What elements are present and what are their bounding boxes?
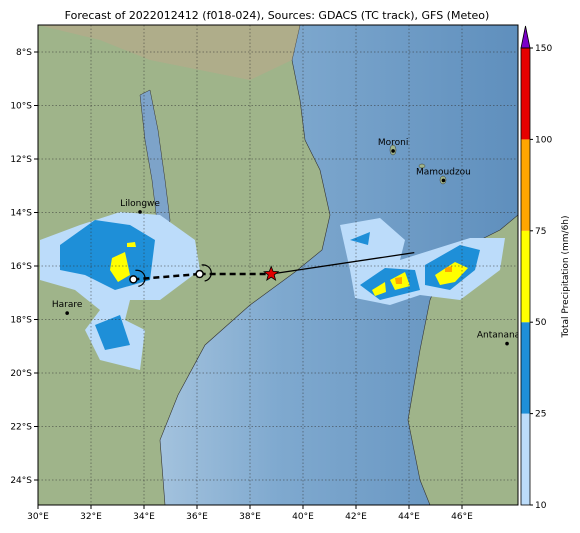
colorbar-tick-label: 25 bbox=[535, 410, 546, 420]
highlands bbox=[38, 25, 300, 80]
track-position bbox=[129, 275, 138, 284]
colorbar-segment bbox=[521, 322, 530, 414]
city-dot bbox=[441, 178, 446, 183]
precip-medium bbox=[60, 220, 155, 350]
colorbar-segment bbox=[521, 48, 530, 140]
lon-tick-label: 36°E bbox=[186, 512, 208, 522]
lon-tick-label: 34°E bbox=[133, 512, 155, 522]
precip-heavy bbox=[372, 262, 468, 296]
colorbar-extension bbox=[520, 25, 531, 49]
places: Lilongwe Harare Moroni Mamoudzou Antananariv… bbox=[52, 138, 538, 346]
colorbar-frame bbox=[520, 47, 531, 506]
city-label: Mamoudzou bbox=[416, 167, 471, 177]
lat-tick-label: 14°S bbox=[10, 209, 32, 219]
lon-tick-label: 30°E bbox=[27, 512, 49, 522]
lat-tick-label: 12°S bbox=[10, 155, 32, 165]
map-area: Lilongwe Harare Moroni Mamoudzou Antananariv… bbox=[38, 25, 538, 505]
colorbar: 10 25 50 75 100 150 Total Precipitation (mm/6h… bbox=[520, 25, 571, 511]
colorbar-label: Total Precipitation (mm/6h) bbox=[561, 215, 571, 338]
map-title: Forecast of 2022012412 (f018-024), Sourc… bbox=[65, 9, 490, 22]
city-label: Lilongwe bbox=[120, 199, 160, 209]
precip-very-heavy bbox=[395, 266, 452, 284]
city-dot bbox=[505, 341, 509, 346]
colorbar-tick-label: 150 bbox=[535, 44, 552, 54]
lon-tick-label: 38°E bbox=[239, 512, 261, 522]
city-dot bbox=[138, 210, 142, 214]
track-position bbox=[195, 269, 204, 279]
city-dot bbox=[391, 149, 395, 153]
current-position-star bbox=[263, 265, 280, 282]
colorbar-segment bbox=[521, 413, 530, 505]
precipitation bbox=[40, 212, 505, 370]
island bbox=[418, 163, 426, 169]
colorbar-tick-label: 50 bbox=[535, 318, 547, 328]
cyclone-symbol bbox=[135, 269, 146, 287]
grid bbox=[38, 25, 518, 505]
cyclone-symbol bbox=[201, 264, 212, 282]
lon-tick-label: 44°E bbox=[398, 512, 420, 522]
city-label: Antananarivo bbox=[477, 331, 538, 341]
axes: 30°E 32°E 34°E 36°E 38°E 40°E 42°E 44°E 46°E 8°S 1… bbox=[10, 48, 473, 522]
lat-tick-label: 22°S bbox=[10, 423, 32, 433]
lat-tick-label: 24°S bbox=[10, 476, 32, 486]
precip-heavy bbox=[110, 242, 136, 282]
city-dot bbox=[65, 311, 69, 315]
colorbar-segment bbox=[521, 230, 530, 323]
colorbar-segment bbox=[521, 139, 530, 231]
city-label: Harare bbox=[52, 300, 83, 310]
lat-tick-label: 8°S bbox=[16, 48, 32, 58]
city-label: Moroni bbox=[378, 138, 409, 148]
lon-tick-label: 46°E bbox=[451, 512, 473, 522]
lat-tick-label: 20°S bbox=[10, 369, 32, 379]
track-segment bbox=[271, 251, 415, 275]
lat-tick-label: 10°S bbox=[10, 102, 32, 112]
colorbar-tick-label: 75 bbox=[535, 227, 546, 237]
colorbar-tick-label: 10 bbox=[535, 501, 547, 511]
storm-track bbox=[129, 251, 415, 287]
track-segment bbox=[133, 272, 200, 281]
lon-tick-label: 40°E bbox=[292, 512, 314, 522]
colorbar-tick-label: 100 bbox=[535, 135, 552, 145]
map-frame bbox=[37, 24, 519, 506]
lon-tick-label: 32°E bbox=[80, 512, 102, 522]
lat-tick-label: 18°S bbox=[10, 316, 32, 326]
lon-tick-label: 42°E bbox=[345, 512, 367, 522]
lat-tick-label: 16°S bbox=[10, 262, 32, 272]
